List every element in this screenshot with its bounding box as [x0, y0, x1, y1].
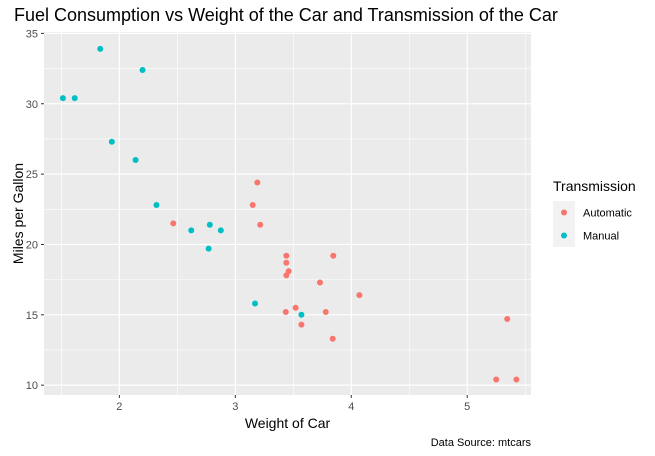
point-manual [132, 157, 139, 164]
point-automatic [254, 179, 261, 186]
point-automatic [356, 292, 363, 299]
point-automatic [493, 376, 500, 383]
x-tick-label: 4 [348, 401, 354, 413]
point-automatic [504, 316, 511, 323]
legend-label-automatic: Automatic [583, 208, 632, 220]
x-tick-label: 3 [232, 401, 238, 413]
point-manual [188, 227, 195, 234]
point-automatic [330, 252, 337, 259]
x-tick-label: 2 [116, 401, 122, 413]
x-tick-label: 5 [464, 401, 470, 413]
point-automatic [249, 202, 256, 209]
legend-swatch-manual [561, 232, 567, 239]
point-automatic [170, 220, 177, 227]
point-automatic [282, 308, 289, 315]
point-automatic [283, 259, 290, 266]
point-manual [205, 245, 212, 252]
point-manual [153, 202, 160, 209]
point-automatic [292, 304, 299, 311]
data-source-caption: Data Source: mtcars [431, 437, 532, 449]
x-axis-title: Weight of Car [245, 415, 331, 431]
point-automatic [329, 335, 336, 342]
point-automatic [298, 321, 305, 328]
point-automatic [257, 221, 264, 228]
point-manual [298, 311, 305, 318]
point-manual [206, 221, 213, 228]
point-automatic [316, 279, 323, 286]
point-automatic [513, 376, 520, 383]
y-tick-label: 15 [26, 310, 38, 322]
point-manual [71, 95, 78, 102]
chart-title: Fuel Consumption vs Weight of the Car an… [14, 5, 558, 25]
y-tick-label: 35 [26, 28, 38, 40]
point-manual [97, 45, 104, 52]
gridlines [44, 32, 531, 395]
y-tick-label: 10 [26, 380, 38, 392]
point-manual [252, 300, 259, 307]
plot-panel [44, 32, 531, 395]
point-manual [108, 138, 115, 145]
point-automatic [283, 252, 290, 259]
y-tick-label: 25 [26, 169, 38, 181]
point-automatic [322, 308, 329, 315]
legend: Transmission Automatic Manual [553, 178, 636, 247]
point-manual [139, 66, 146, 73]
point-automatic [283, 272, 290, 279]
legend-swatch-automatic [561, 209, 567, 216]
y-axis-title: Miles per Gallon [10, 163, 26, 264]
y-tick-label: 30 [26, 99, 38, 111]
legend-label-manual: Manual [583, 231, 619, 243]
point-manual [59, 95, 66, 102]
point-manual [217, 227, 224, 234]
y-tick-label: 20 [26, 239, 38, 251]
legend-title: Transmission [553, 178, 636, 194]
data-points [59, 45, 520, 383]
axes: 2 3 4 5 10 15 20 25 30 35 [26, 28, 471, 413]
